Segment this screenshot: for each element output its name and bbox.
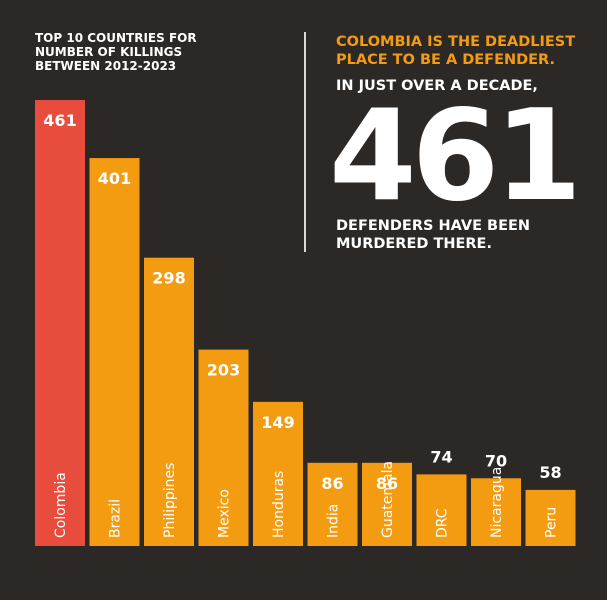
bar-mexico (198, 349, 249, 546)
callout-big-number: 461 (329, 82, 582, 229)
callout-outro-line-1: DEFENDERS HAVE BEEN (336, 218, 531, 234)
value-label: 203 (207, 361, 240, 380)
callout-headline-line-1: COLOMBIA IS THE DEADLIEST (336, 34, 576, 50)
bar-colombia (35, 100, 85, 546)
category-label: Philippines (162, 463, 178, 538)
category-label: DRC (435, 508, 451, 538)
value-label: 86 (376, 474, 398, 493)
category-label: Mexico (217, 489, 233, 538)
category-label: Brazil (108, 499, 124, 538)
bar-india (307, 462, 358, 546)
bar-brazil (89, 158, 140, 546)
category-label: Nicaragua (489, 467, 505, 538)
chart-title-line-3: BETWEEN 2012-2023 (35, 59, 177, 73)
value-label: 149 (261, 413, 294, 432)
callout-headline-line-2: PLACE TO BE A DEFENDER. (336, 52, 555, 68)
chart-title-line-1: TOP 10 COUNTRIES FOR (35, 31, 197, 45)
bar-drc (416, 474, 467, 546)
callout-headline: COLOMBIA IS THE DEADLIEST PLACE TO BE A … (336, 33, 596, 69)
category-label: Honduras (271, 471, 287, 538)
bar-philippines (144, 257, 194, 546)
category-label: Peru (544, 507, 560, 538)
value-label: 86 (321, 474, 343, 493)
callout-intro: IN JUST OVER A DECADE, (336, 78, 538, 94)
value-label: 74 (430, 447, 452, 466)
value-label: 461 (43, 111, 76, 130)
value-label: 401 (98, 169, 131, 188)
value-label: 70 (485, 451, 507, 470)
value-label: 58 (539, 463, 561, 482)
category-label: India (326, 504, 342, 538)
callout-outro: DEFENDERS HAVE BEEN MURDERED THERE. (336, 217, 596, 253)
category-label: Colombia (53, 472, 69, 538)
bar-peru (525, 489, 576, 546)
value-label: 298 (152, 269, 185, 288)
callout-divider (304, 32, 306, 252)
callout-outro-line-2: MURDERED THERE. (336, 236, 492, 252)
chart-title: TOP 10 COUNTRIES FOR NUMBER OF KILLINGS … (35, 31, 235, 73)
category-label: Guatemala (380, 461, 396, 538)
chart-title-line-2: NUMBER OF KILLINGS (35, 45, 183, 59)
bar-guatemala (362, 462, 412, 546)
bar-honduras (253, 401, 303, 546)
bar-nicaragua (471, 478, 521, 546)
